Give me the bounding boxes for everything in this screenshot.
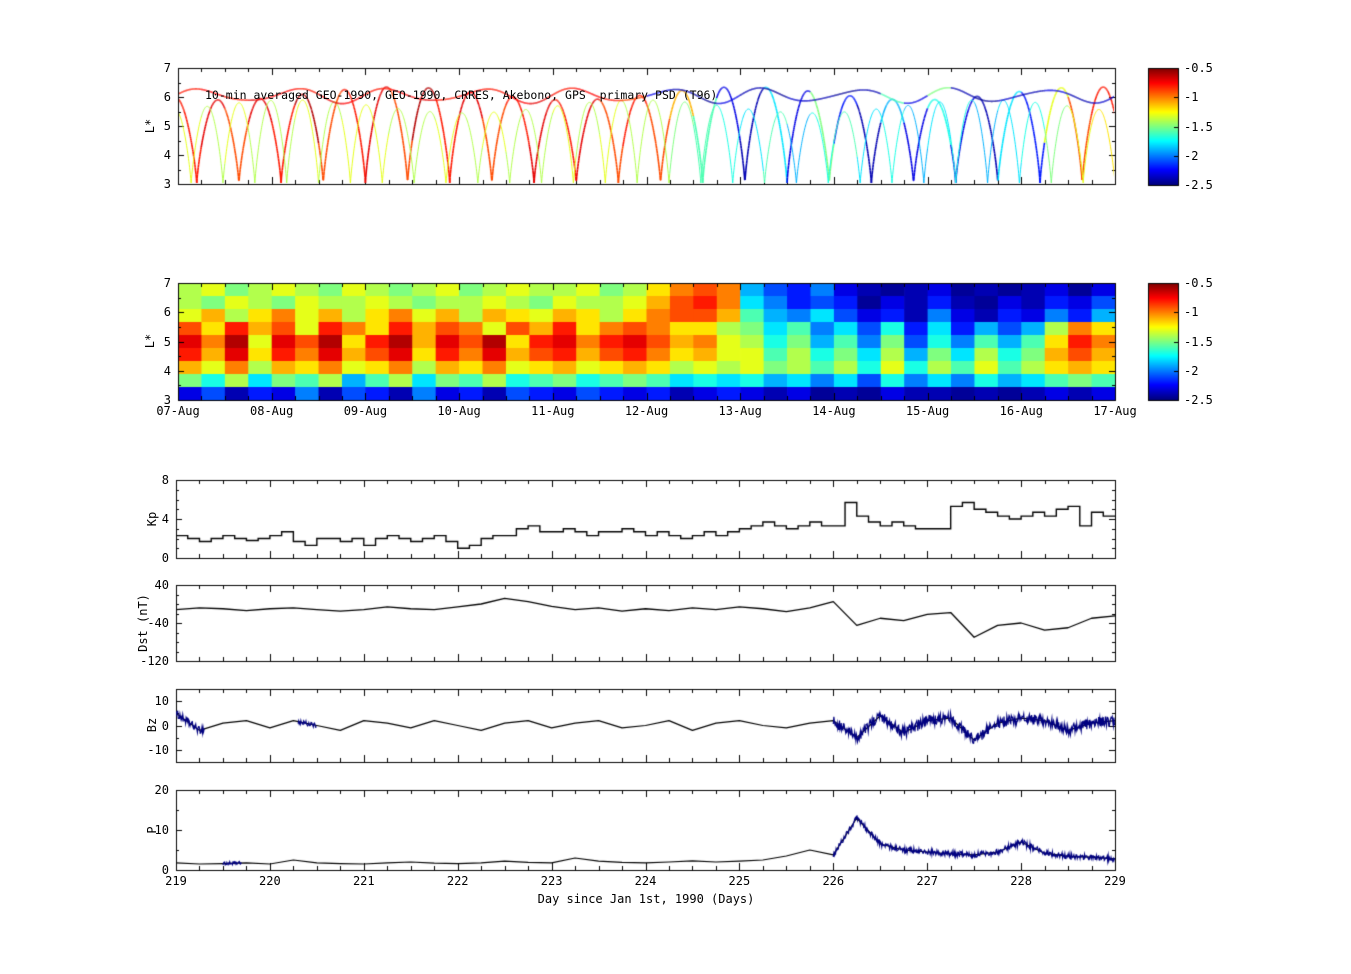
kp-y-tick-label: 8 bbox=[161, 473, 169, 487]
p1-y-tick-label: 3 bbox=[163, 177, 171, 191]
day-tick-label: 219 bbox=[165, 874, 187, 888]
colorbar1-tick-label: -2 bbox=[1184, 148, 1199, 163]
day-tick-label: 228 bbox=[1010, 874, 1032, 888]
day-tick-label: 222 bbox=[446, 874, 469, 888]
ylabel-kp: Kp bbox=[145, 511, 159, 527]
p1-y-tick-label: 6 bbox=[163, 90, 171, 104]
colorbar1-tick-label: -0.5 bbox=[1184, 61, 1213, 75]
colorbar2-tick-label: -1 bbox=[1184, 305, 1199, 320]
p-y-tick-label: 20 bbox=[154, 783, 169, 797]
p2-y-tick-label: 5 bbox=[163, 334, 171, 349]
date-tick-label: 17-Aug bbox=[1093, 404, 1137, 418]
xlabel: Day since Jan 1st, 1990 (Days) bbox=[537, 892, 755, 906]
plot-title: 10-min averaged GEO-1990, GEO-1990, CRRE… bbox=[205, 88, 718, 102]
dst-y-tick-label: -40 bbox=[147, 616, 169, 630]
p2-y-tick-label: 3 bbox=[163, 393, 171, 407]
colorbar2-tick-label: -1.5 bbox=[1184, 334, 1213, 349]
p-y-tick-label: 10 bbox=[154, 823, 169, 837]
kp-y-tick-label: 0 bbox=[161, 551, 169, 565]
day-tick-label: 223 bbox=[540, 874, 563, 888]
p2-y-tick-label: 7 bbox=[163, 276, 171, 290]
colorbar2-tick-label: -2.5 bbox=[1184, 393, 1213, 407]
bz-y-tick-label: 10 bbox=[154, 694, 169, 709]
dst-y-tick-label: 40 bbox=[154, 578, 169, 592]
ylabel-psd-spectrogram: L* bbox=[143, 333, 157, 349]
p2-y-tick-label: 4 bbox=[163, 363, 171, 378]
p1-y-tick-label: 7 bbox=[163, 61, 171, 75]
p-y-tick-label: 0 bbox=[161, 863, 169, 877]
date-tick-label: 12-Aug bbox=[624, 404, 669, 418]
day-tick-label: 226 bbox=[822, 874, 845, 888]
kp-y-tick-label: 4 bbox=[161, 512, 169, 526]
colorbar1-tick-label: -1 bbox=[1184, 90, 1199, 105]
day-tick-label: 224 bbox=[634, 874, 657, 888]
bz-y-tick-label: 0 bbox=[161, 718, 169, 733]
colorbar1-tick-label: -2.5 bbox=[1184, 178, 1213, 192]
day-tick-label: 225 bbox=[728, 874, 751, 888]
colorbar2-tick-label: -0.5 bbox=[1184, 276, 1213, 290]
day-tick-label: 227 bbox=[916, 874, 939, 888]
date-tick-label: 09-Aug bbox=[343, 404, 388, 418]
date-tick-label: 10-Aug bbox=[437, 404, 481, 418]
p2-y-tick-label: 6 bbox=[163, 305, 171, 320]
date-tick-label: 08-Aug bbox=[250, 404, 294, 418]
colorbar2-tick-label: -2 bbox=[1184, 363, 1199, 378]
p1-y-tick-label: 5 bbox=[163, 119, 171, 133]
date-tick-label: 16-Aug bbox=[999, 404, 1043, 418]
day-tick-label: 229 bbox=[1104, 874, 1126, 888]
ylabel-bz: Bz bbox=[145, 717, 159, 733]
date-tick-label: 13-Aug bbox=[718, 404, 762, 418]
p1-y-tick-label: 4 bbox=[163, 148, 171, 162]
colorbar1-tick-label: -1.5 bbox=[1184, 119, 1213, 134]
dst-y-tick-label: -120 bbox=[140, 654, 169, 668]
ylabel-psd-trajectory: L* bbox=[143, 118, 157, 134]
date-tick-label: 15-Aug bbox=[905, 404, 950, 418]
bz-y-tick-label: -10 bbox=[147, 742, 169, 757]
day-tick-label: 221 bbox=[352, 874, 375, 888]
day-tick-label: 220 bbox=[259, 874, 281, 888]
date-tick-label: 14-Aug bbox=[812, 404, 856, 418]
date-tick-label: 07-Aug bbox=[156, 404, 200, 418]
date-tick-label: 11-Aug bbox=[531, 404, 575, 418]
